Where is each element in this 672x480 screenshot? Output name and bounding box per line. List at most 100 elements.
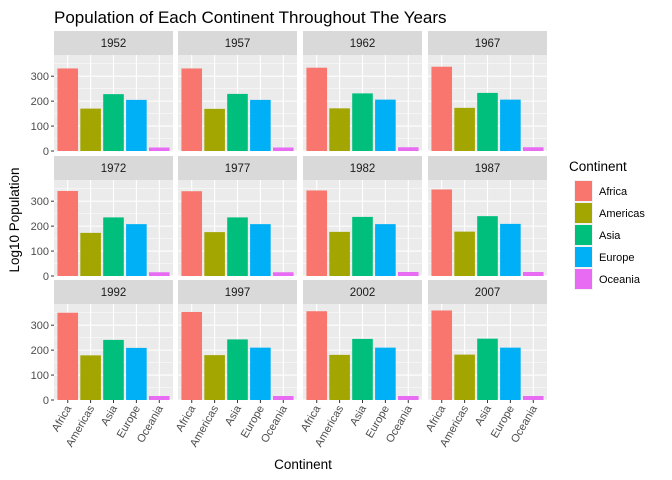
bar-asia-1957 [227,93,248,151]
facet-panel-1982: 1982 [303,156,422,277]
bar-africa-1962 [306,67,328,151]
bar-americas-1972 [80,232,101,276]
bar-europe-2002 [375,347,396,400]
x-axis-title: Continent [274,457,332,472]
bar-americas-1957 [204,108,225,151]
bar-europe-1987 [500,223,521,276]
bar-oceania-1997 [272,396,294,400]
facet-strip-label: 1997 [225,287,251,299]
bar-africa-1972 [57,190,79,276]
facet-strip [54,156,173,180]
legend-key-asia [575,225,592,245]
bar-oceania-2002 [397,396,419,400]
bar-americas-1987 [454,231,475,276]
facet-panel-1952: 1952 0 100 200 300 [31,31,173,158]
facet-strip [428,280,547,304]
bar-asia-1952 [103,94,124,151]
bar-asia-1982 [352,216,373,276]
facet-strip-label: 1957 [225,38,251,50]
y-tick-label: 200 [31,96,49,108]
bar-oceania-1987 [522,272,544,276]
bar-americas-1962 [329,108,350,151]
bar-europe-1952 [126,99,147,151]
bar-oceania-1952 [148,147,170,151]
legend-title: Continent [569,159,627,174]
bar-asia-1977 [227,217,248,276]
y-tick-label: 0 [43,146,49,158]
bar-asia-1987 [477,216,498,276]
facet-strip [303,156,422,180]
bar-americas-1982 [329,231,350,276]
legend-key-europe [575,247,592,267]
facet-strip [303,280,422,304]
bar-africa-1952 [57,68,79,151]
legend-label-europe: Europe [599,252,634,264]
y-tick-label: 100 [31,121,49,133]
bar-americas-1997 [204,355,225,400]
bar-africa-2007 [431,310,453,400]
bar-americas-2002 [329,354,350,400]
bar-africa-1987 [431,189,453,276]
y-tick-label: 300 [31,71,49,83]
bar-oceania-1992 [148,396,170,400]
bar-asia-1992 [103,339,124,400]
facet-strip [428,31,547,55]
x-tick-label: Asia [348,403,370,428]
facet-strip-label: 1992 [101,287,127,299]
bar-europe-1977 [250,224,271,276]
facet-panel-1962: 1962 [303,31,422,152]
x-tick-label: Asia [473,403,495,428]
bar-asia-1967 [477,92,498,151]
bar-oceania-1967 [522,147,544,151]
bar-americas-1967 [454,107,475,151]
y-tick-label: 0 [43,271,49,283]
facet-panel-1967: 1967 [428,31,547,152]
facet-strip-label: 1982 [350,163,376,175]
facet-panel-1957: 1957 [178,31,297,152]
bar-americas-1952 [80,108,101,151]
y-tick-label: 300 [31,320,49,332]
bar-africa-1957 [181,68,203,151]
facet-strip-label: 1967 [475,38,501,50]
x-tick-label: Asia [99,403,121,428]
bar-oceania-1977 [272,272,294,276]
y-tick-label: 200 [31,345,49,357]
bar-asia-1972 [103,217,124,276]
bar-africa-1982 [306,190,328,276]
facet-grid: 1952 0 100 200 300 1957 1962 1967 1972 0 100 200 300… [31,31,547,449]
bar-americas-2007 [454,354,475,400]
bar-asia-2007 [477,338,498,400]
facet-strip-label: 1977 [225,163,251,175]
facet-strip [428,156,547,180]
facet-strip-label: 1952 [101,38,127,50]
legend-label-americas: Americas [599,208,645,220]
y-tick-label: 200 [31,221,49,233]
legend-label-oceania: Oceania [599,274,641,286]
y-axis-title: Log10 Population [7,167,22,272]
facet-strip [178,156,297,180]
legend: Continent Africa Americas Asia Europe Oceani… [569,159,645,290]
bar-europe-1992 [126,347,147,400]
bar-europe-1982 [375,224,396,276]
bar-africa-1977 [181,191,203,276]
facet-strip [178,280,297,304]
bar-africa-1997 [181,311,203,400]
bar-americas-1977 [204,232,225,276]
legend-label-africa: Africa [599,186,628,198]
bar-americas-1992 [80,355,101,400]
bar-europe-1967 [500,99,521,151]
bar-europe-1972 [126,224,147,276]
bar-oceania-1962 [397,147,419,151]
legend-label-asia: Asia [599,230,621,242]
facet-strip-label: 1987 [475,163,501,175]
bar-asia-1997 [227,339,248,400]
chart-title: Population of Each Continent Throughout … [54,8,447,27]
bar-europe-1997 [250,347,271,400]
facet-strip [54,31,173,55]
bar-africa-1967 [431,66,453,151]
bar-asia-1962 [352,93,373,151]
bar-oceania-1957 [272,147,294,151]
